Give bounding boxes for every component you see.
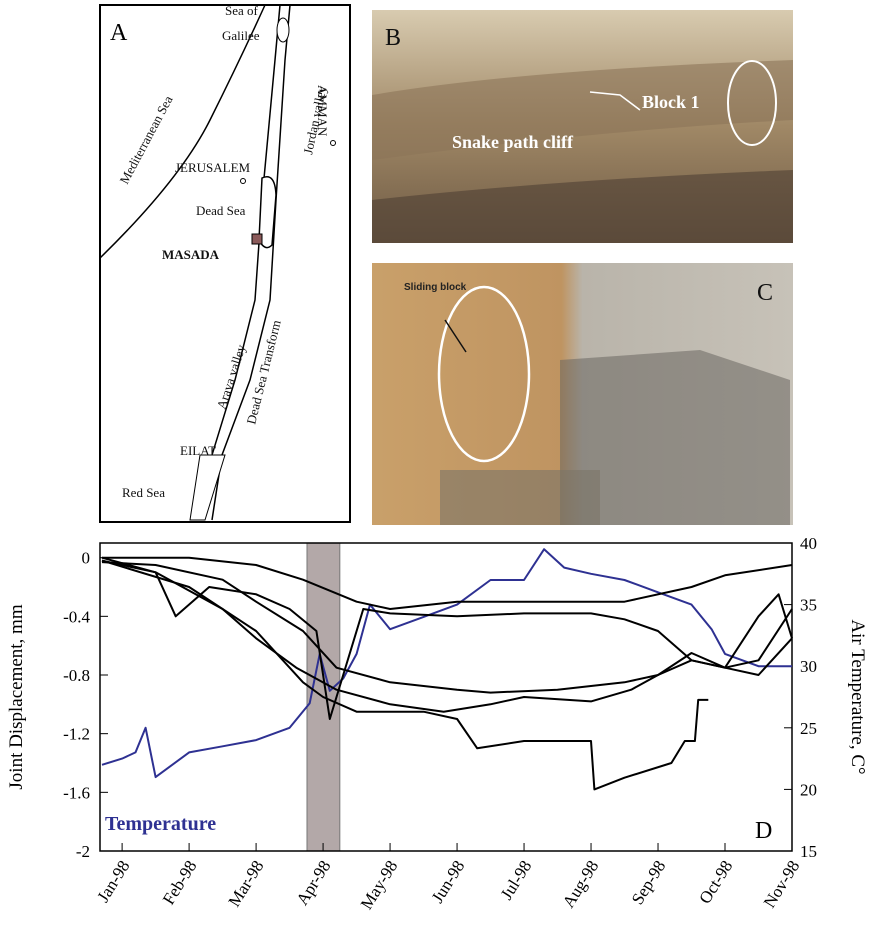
y2-tick-label: 15	[800, 842, 817, 861]
map-label: JERUSALEM	[175, 160, 251, 175]
x-tick-label: Sep-98	[628, 857, 670, 908]
x-tick-label: Aug-98	[559, 857, 603, 911]
map-label: Red Sea	[122, 485, 165, 500]
plot-frame	[99, 542, 793, 852]
red-sea	[189, 454, 226, 521]
panel-letter: C	[757, 280, 773, 306]
photo-c: C Sliding block	[372, 263, 793, 525]
data-line	[101, 561, 793, 694]
chart: Joint Displacement, mm Air Temperature, …	[6, 534, 868, 913]
data-line	[101, 559, 793, 713]
rock-band	[372, 60, 793, 160]
x-tick-label: Jul-98	[497, 857, 536, 903]
rock-band	[372, 170, 793, 243]
x-tick-label: Oct-98	[695, 857, 736, 907]
structure	[560, 350, 790, 525]
y-tick-label: -1.6	[63, 783, 90, 802]
x-tick-label: Mar-98	[225, 857, 268, 910]
data-line	[101, 559, 709, 791]
y-tick-label: -0.8	[63, 666, 90, 685]
map-label: Sea of	[225, 3, 259, 18]
y2-tick-label: 35	[800, 596, 817, 615]
walkway	[440, 470, 600, 525]
photo-label: Sliding block	[404, 282, 467, 293]
coastline	[99, 4, 266, 259]
x-tick-label: May-98	[357, 857, 402, 913]
y-tick-label: -0.4	[63, 607, 90, 626]
map-label: Galilee	[222, 28, 260, 43]
highlight-ellipse	[437, 285, 531, 463]
pointer	[444, 319, 467, 353]
data-line	[102, 556, 793, 610]
y-tick-label: -1.2	[63, 725, 90, 744]
photo-b: B Block 1 Snake path cliff	[372, 10, 793, 243]
pointer	[589, 91, 641, 111]
y2-tick-label: 40	[800, 534, 817, 553]
x-tick-label: Nov-98	[760, 857, 804, 911]
city-dot	[330, 140, 336, 146]
panel-letter: D	[755, 818, 772, 844]
photo-label: Snake path cliff	[452, 132, 574, 152]
x-tick-label: Feb-98	[159, 857, 201, 908]
data-line	[101, 556, 793, 720]
map-frame	[99, 4, 351, 523]
x-tick-label: Apr-98	[293, 857, 335, 908]
masada-marker	[251, 233, 263, 245]
x-tick-label: Jan-98	[93, 857, 133, 906]
map-label: Dead Sea	[196, 203, 246, 218]
highlight-ellipse	[727, 60, 777, 146]
y-axis-label: Joint Displacement, mm	[6, 604, 27, 789]
y2-tick-label: 20	[800, 780, 817, 799]
series-label: Temperature	[105, 813, 216, 835]
panel-letter: B	[385, 25, 401, 51]
map-panel: A Sea of Galilee Mediterranean Sea Jorda…	[99, 3, 351, 523]
sea-of-galilee	[276, 17, 290, 43]
city-dot	[240, 178, 246, 184]
y2-axis-label: Air Temperature, C°	[847, 619, 868, 774]
panel-letter: A	[110, 20, 128, 46]
data-line	[101, 548, 792, 779]
y2-tick-label: 25	[800, 719, 817, 738]
x-tick-label: Jun-98	[428, 857, 469, 906]
photo-label: Block 1	[642, 92, 700, 112]
map-label: MASADA	[162, 247, 220, 262]
y-tick-label: -2	[76, 842, 90, 861]
map-label: EILAT	[180, 443, 216, 458]
y-tick-label: 0	[82, 549, 91, 568]
y2-tick-label: 30	[800, 657, 817, 676]
map-label: AMMAN	[315, 85, 330, 137]
